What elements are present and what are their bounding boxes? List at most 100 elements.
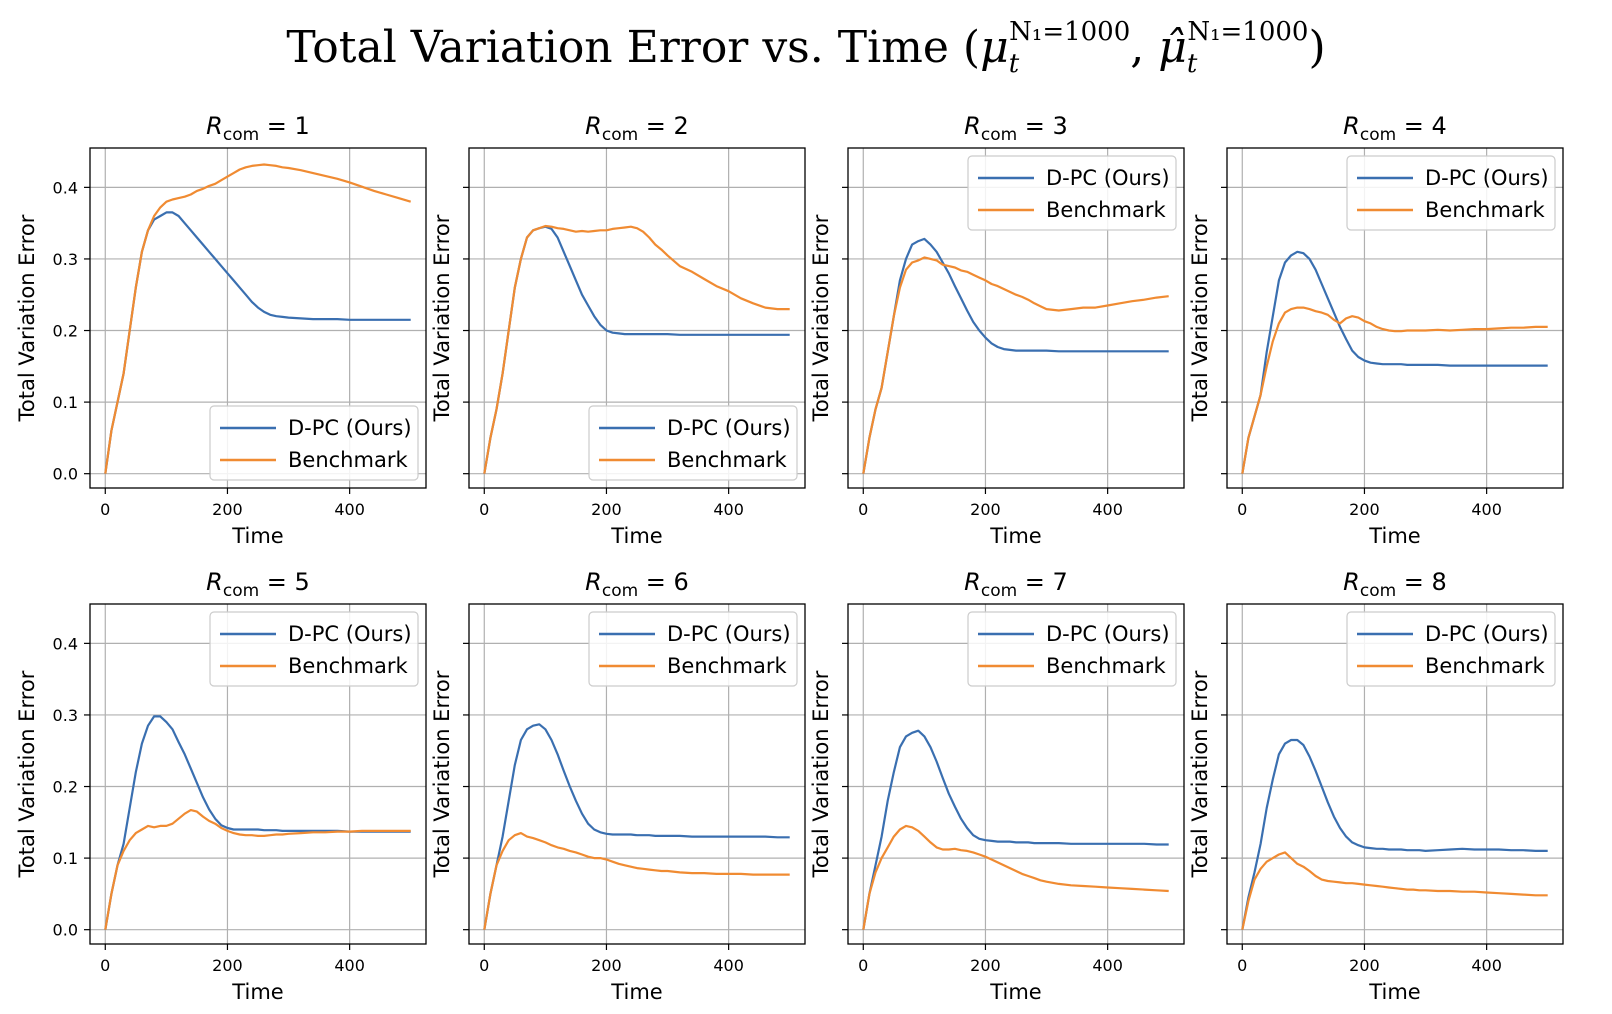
series-line-dpc bbox=[1241, 738, 1548, 930]
y-axis-label: Total Variation Error bbox=[430, 670, 454, 878]
subplot-title-value: = 6 bbox=[638, 568, 689, 596]
subplot-title-r: R bbox=[1343, 568, 1360, 596]
subplot-title-sub: com bbox=[223, 125, 259, 145]
subplot-title: Rcom = 4 bbox=[1343, 112, 1447, 145]
legend-label-dpc: D-PC (Ours) bbox=[1046, 622, 1170, 646]
x-axis-label: Time bbox=[610, 524, 662, 548]
subplot-title-r: R bbox=[1343, 112, 1360, 140]
legend-box bbox=[588, 611, 798, 687]
legend-box bbox=[967, 155, 1177, 231]
y-axis-label: Total Variation Error bbox=[15, 670, 39, 878]
y-tick-label: 0.2 bbox=[53, 778, 78, 797]
axes-frame bbox=[1226, 603, 1564, 945]
y-axis-label: Total Variation Error bbox=[430, 214, 454, 422]
subplot-title: Rcom = 6 bbox=[585, 568, 689, 601]
subplot-3: 0 200 400 Time Total Variation Error Rcom = 3… bbox=[809, 112, 1185, 548]
subplot-title: Rcom = 5 bbox=[206, 568, 310, 601]
subplot-title-r: R bbox=[964, 112, 981, 140]
legend-label-dpc: D-PC (Ours) bbox=[667, 416, 791, 440]
y-tick-label: 0.0 bbox=[53, 921, 78, 940]
subplot-4: 0 200 400 Time Total Variation Error Rcom = 4… bbox=[1188, 112, 1564, 548]
axes-frame bbox=[847, 147, 1185, 489]
axes-frame bbox=[468, 603, 806, 945]
legend-label-benchmark: Benchmark bbox=[1425, 198, 1545, 222]
subplot-title-r: R bbox=[206, 112, 223, 140]
y-axis-label: Total Variation Error bbox=[1188, 214, 1212, 422]
legend: D-PC (Ours) Benchmark bbox=[588, 611, 798, 687]
title-close: ) bbox=[1308, 22, 1325, 73]
subplot-title: Rcom = 8 bbox=[1343, 568, 1447, 601]
legend-box bbox=[967, 611, 1177, 687]
subplot-title-value: = 1 bbox=[259, 112, 310, 140]
x-tick-label: 400 bbox=[1471, 500, 1502, 519]
series-line-dpc bbox=[104, 715, 411, 930]
legend: D-PC (Ours) Benchmark bbox=[209, 611, 419, 687]
legend: D-PC (Ours) Benchmark bbox=[967, 155, 1177, 231]
legend-label-dpc: D-PC (Ours) bbox=[288, 416, 412, 440]
series-line-dpc bbox=[1241, 250, 1548, 474]
x-tick-label: 0 bbox=[100, 500, 110, 519]
series-line-dpc bbox=[862, 237, 1169, 474]
x-tick-label: 0 bbox=[479, 500, 489, 519]
title-mu-sub: t bbox=[1009, 49, 1020, 79]
legend: D-PC (Ours) Benchmark bbox=[967, 611, 1177, 687]
legend: D-PC (Ours) Benchmark bbox=[1346, 611, 1556, 687]
subplot-title: Rcom = 7 bbox=[964, 568, 1068, 601]
subplot-title-value: = 3 bbox=[1017, 112, 1068, 140]
subplot-grid: 0 200 400 0.0 0.1 0.2 0.3 0.4 Time Total Variatio… bbox=[15, 112, 1564, 1004]
axes-frame bbox=[468, 147, 806, 489]
subplot-title-sub: com bbox=[981, 581, 1017, 601]
subplot-title-sub: com bbox=[602, 581, 638, 601]
legend-label-dpc: D-PC (Ours) bbox=[1425, 622, 1549, 646]
legend-label-benchmark: Benchmark bbox=[288, 448, 408, 472]
legend: D-PC (Ours) Benchmark bbox=[209, 405, 419, 481]
subplot-title-value: = 4 bbox=[1396, 112, 1447, 140]
y-axis-label: Total Variation Error bbox=[15, 214, 39, 422]
x-axis-label: Time bbox=[231, 524, 283, 548]
legend-label-dpc: D-PC (Ours) bbox=[667, 622, 791, 646]
x-axis-label: Time bbox=[231, 980, 283, 1004]
x-tick-label: 200 bbox=[970, 956, 1001, 975]
series-line-benchmark bbox=[483, 832, 790, 930]
x-tick-label: 0 bbox=[479, 956, 489, 975]
title-sep: , bbox=[1130, 22, 1158, 73]
series-line-benchmark bbox=[104, 809, 411, 930]
subplot-title: Rcom = 3 bbox=[964, 112, 1068, 145]
x-tick-label: 200 bbox=[970, 500, 1001, 519]
subplot-title: Rcom = 2 bbox=[585, 112, 689, 145]
subplot-6: 0 200 400 Time Total Variation Error Rcom = 6… bbox=[430, 568, 806, 1004]
series-line-benchmark bbox=[1241, 306, 1548, 474]
x-axis-label: Time bbox=[610, 980, 662, 1004]
x-tick-label: 200 bbox=[591, 500, 622, 519]
legend: D-PC (Ours) Benchmark bbox=[1346, 155, 1556, 231]
y-axis-label: Total Variation Error bbox=[809, 670, 833, 878]
y-axis-label: Total Variation Error bbox=[1188, 670, 1212, 878]
legend-box bbox=[588, 405, 798, 481]
y-tick-label: 0.3 bbox=[53, 250, 78, 269]
subplot-2: 0 200 400 Time Total Variation Error Rcom = 2… bbox=[430, 112, 806, 548]
x-axis-label: Time bbox=[1368, 524, 1420, 548]
subplot-title-r: R bbox=[585, 568, 602, 596]
subplot-title-r: R bbox=[964, 568, 981, 596]
subplot-title-sub: com bbox=[223, 581, 259, 601]
figure-title: Total Variation Error vs. Time (μtN₁=100… bbox=[286, 17, 1325, 79]
subplot-title-sub: com bbox=[981, 125, 1017, 145]
legend-label-dpc: D-PC (Ours) bbox=[288, 622, 412, 646]
x-axis-label: Time bbox=[989, 980, 1041, 1004]
x-tick-label: 200 bbox=[1349, 500, 1380, 519]
series-line-benchmark bbox=[862, 256, 1169, 474]
axes-frame bbox=[1226, 147, 1564, 489]
figure-title-text: Total Variation Error vs. Time ( bbox=[286, 22, 980, 73]
legend-label-benchmark: Benchmark bbox=[1425, 654, 1545, 678]
x-tick-label: 0 bbox=[1237, 956, 1247, 975]
x-tick-label: 400 bbox=[334, 500, 365, 519]
x-tick-label: 200 bbox=[212, 500, 243, 519]
subplot-title-value: = 2 bbox=[638, 112, 689, 140]
y-tick-label: 0.1 bbox=[53, 393, 78, 412]
subplot-title-sub: com bbox=[1360, 125, 1396, 145]
legend-label-dpc: D-PC (Ours) bbox=[1046, 166, 1170, 190]
title-mu: μ bbox=[980, 22, 1009, 73]
legend-box bbox=[1346, 611, 1556, 687]
x-tick-label: 200 bbox=[212, 956, 243, 975]
